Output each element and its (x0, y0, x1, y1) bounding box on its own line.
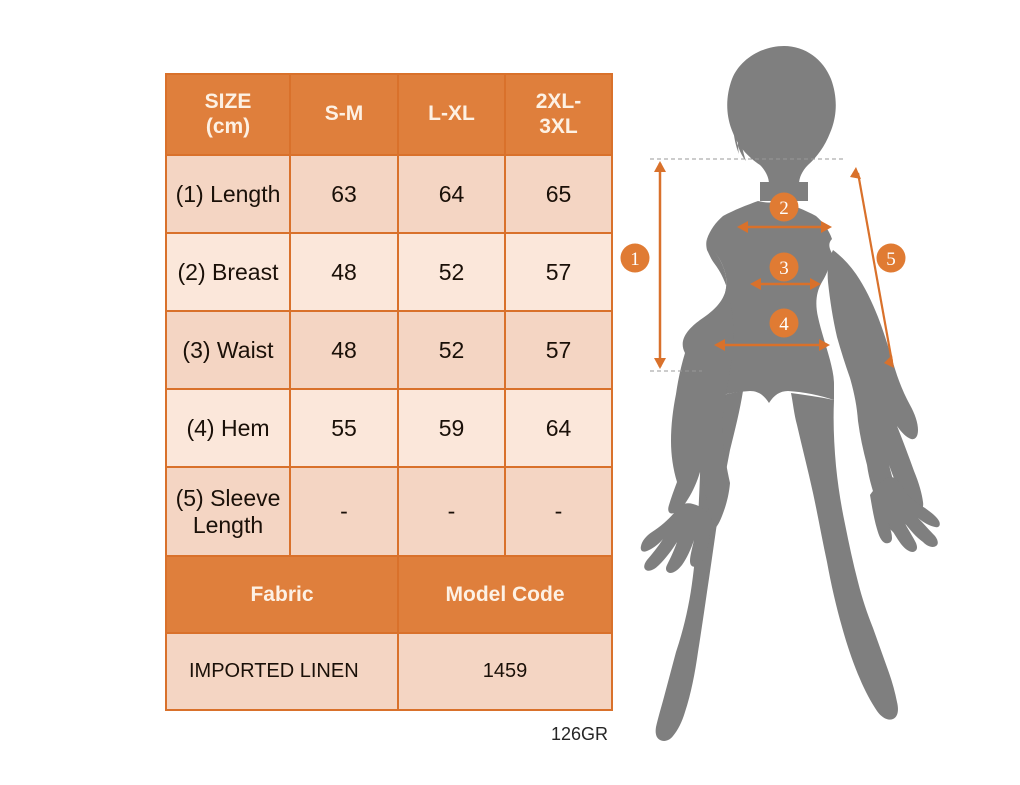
svg-text:3: 3 (779, 258, 789, 279)
svg-text:4: 4 (779, 314, 789, 335)
svg-text:1: 1 (630, 249, 640, 270)
svg-text:5: 5 (886, 249, 896, 270)
svg-text:2: 2 (779, 198, 789, 219)
